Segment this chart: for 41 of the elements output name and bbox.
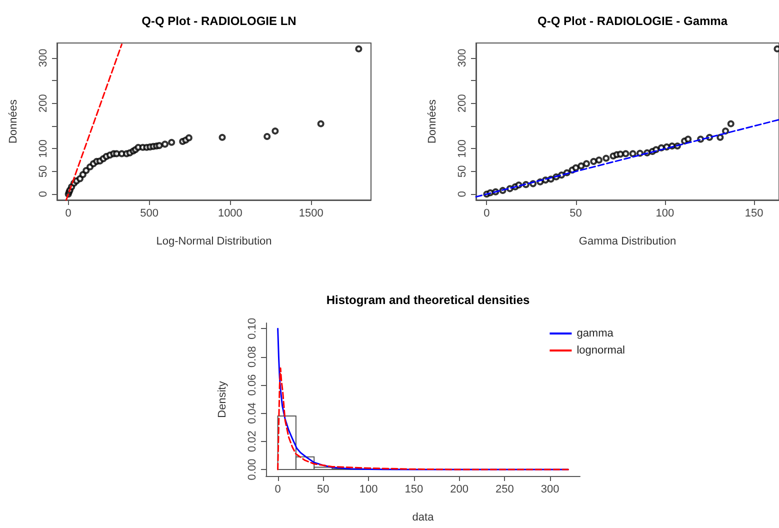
y-tick-label: 200 xyxy=(456,94,468,113)
chart-title: Q-Q Plot - RADIOLOGIE LN xyxy=(142,14,296,28)
x-tick-label: 1000 xyxy=(218,208,242,220)
y-tick-label: 0.08 xyxy=(246,346,258,368)
y-axis-title: Density xyxy=(216,380,228,418)
y-tick-label: 0 xyxy=(38,191,50,198)
x-tick-label: 500 xyxy=(140,208,158,220)
y-tick-label: 0.06 xyxy=(246,374,258,396)
legend-label: lognormal xyxy=(576,344,626,356)
x-tick-label: 50 xyxy=(570,208,582,220)
y-tick-label: 100 xyxy=(38,140,50,158)
legend-label: gamma xyxy=(576,328,614,340)
y-tick-label: 0.02 xyxy=(246,430,258,452)
y-tick-label: 300 xyxy=(456,48,468,68)
chart-title: Q-Q Plot - RADIOLOGIE - Gamma xyxy=(537,14,728,28)
x-tick-label: 300 xyxy=(540,484,560,496)
x-tick-label: 100 xyxy=(656,208,674,220)
y-tick-label: 0 xyxy=(456,191,468,198)
y-tick-label: 0.04 xyxy=(246,402,258,424)
x-tick-label: 0 xyxy=(274,484,281,496)
x-tick-label: 50 xyxy=(317,484,330,496)
x-axis-title: Log-Normal Distribution xyxy=(156,236,272,248)
y-tick-label: 50 xyxy=(38,165,50,178)
x-tick-label: 150 xyxy=(404,484,424,496)
x-axis-title: Gamma Distribution xyxy=(578,236,676,248)
y-tick-label: 0.10 xyxy=(246,318,258,340)
x-axis-title: data xyxy=(412,512,435,524)
x-tick-label: 0 xyxy=(484,208,490,220)
y-tick-label: 100 xyxy=(456,140,468,158)
y-tick-label: 300 xyxy=(38,48,50,68)
y-axis-title: Données xyxy=(8,98,20,144)
chart-title: Histogram and theoretical densities xyxy=(326,293,530,307)
x-tick-label: 1500 xyxy=(298,208,324,220)
y-tick-label: 0.00 xyxy=(246,458,258,480)
y-tick-label: 50 xyxy=(456,165,468,178)
x-tick-label: 150 xyxy=(744,208,764,220)
x-tick-label: 100 xyxy=(359,484,378,496)
x-tick-label: 0 xyxy=(65,208,72,220)
x-tick-label: 250 xyxy=(495,484,514,496)
y-tick-label: 200 xyxy=(38,94,50,113)
y-axis-title: Données xyxy=(426,98,438,144)
